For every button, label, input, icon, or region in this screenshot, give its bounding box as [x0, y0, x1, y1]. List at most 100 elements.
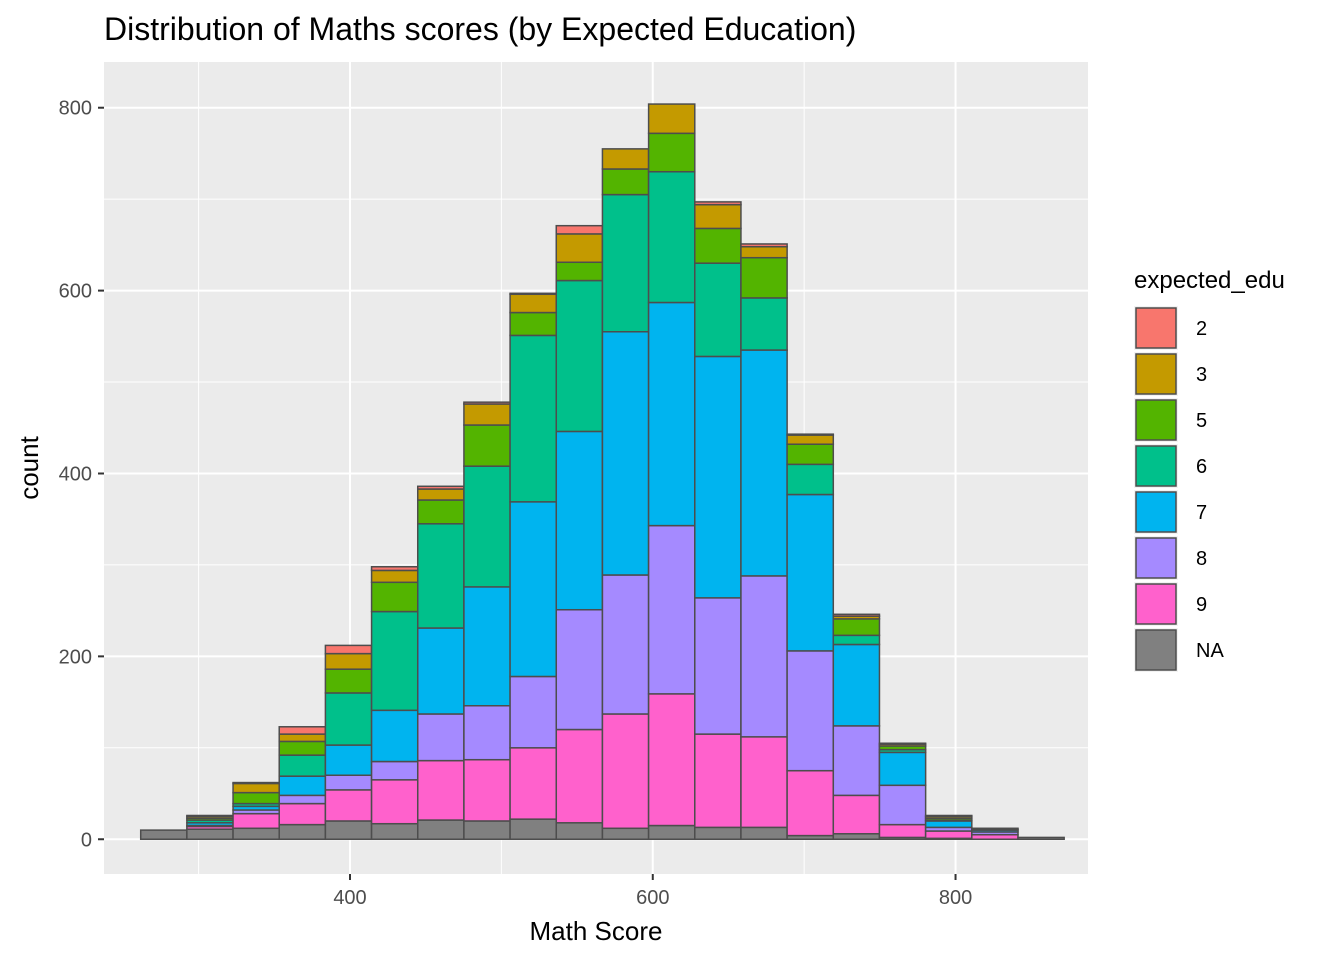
bar-segment-8 [878, 784, 927, 826]
bar-segment-5 [832, 618, 881, 637]
bar-segment-6 [370, 610, 419, 712]
legend-item-3: 3 [1134, 352, 1207, 396]
bar-segment-3 [416, 488, 465, 501]
bar-segment-9 [416, 759, 465, 821]
bar-segment-9 [647, 693, 696, 827]
bar-segment-6 [647, 170, 696, 304]
bar-segment-9 [232, 812, 280, 830]
legend-item-na: NA [1134, 628, 1224, 672]
bar-segment-2 [278, 726, 327, 735]
x-tick-label: 600 [636, 887, 669, 909]
legend-item-7: 7 [1134, 490, 1207, 534]
bar-segment-na [647, 824, 696, 841]
bar-segment-9 [878, 823, 927, 839]
bar-segment-2 [555, 224, 604, 235]
bar-segment-6 [786, 463, 835, 496]
legend-swatch [1135, 399, 1177, 441]
bar-segment-na [740, 826, 788, 841]
bar-segment-9 [694, 733, 742, 829]
legend-swatch [1135, 307, 1177, 349]
bar-segment-2 [463, 401, 511, 405]
bar-segment-2 [740, 243, 788, 248]
bar-segment-9 [278, 802, 327, 826]
bar-segment-8 [740, 575, 788, 738]
bar-segment-9 [924, 830, 973, 840]
bar-segment-8 [555, 608, 604, 731]
bar-segment-na [278, 823, 327, 841]
bar-segment-3 [278, 733, 327, 743]
bar-segment-7 [463, 586, 511, 707]
bar-segment-2 [878, 742, 927, 745]
bar-segment-7 [370, 709, 419, 763]
y-tick-label: 800 [59, 98, 92, 120]
legend-item-9: 9 [1134, 582, 1207, 626]
y-tick-label: 0 [81, 829, 92, 851]
bar-segment-8 [694, 597, 742, 735]
bar-segment-6 [416, 523, 465, 629]
bar-segment-6 [832, 634, 881, 646]
bar-segment-5 [601, 168, 650, 196]
legend-label: 2 [1196, 318, 1207, 340]
bar-segment-2 [786, 433, 835, 436]
bar-segment-6 [740, 297, 788, 351]
legend-swatch [1135, 537, 1177, 579]
bar-segment-na [416, 819, 465, 841]
bar-segment-3 [232, 782, 280, 794]
bar-segment-7 [694, 355, 742, 599]
bar-segment-2 [416, 485, 465, 490]
legend-label: 5 [1196, 410, 1207, 432]
legend: expected_edu 2 3 5 6 7 8 9 NA [1134, 267, 1285, 672]
bar-segment-9 [463, 758, 511, 822]
bar-segment-na [186, 828, 234, 841]
bar-segment-5 [786, 443, 835, 466]
legend-item-6: 6 [1134, 444, 1207, 488]
bar-segment-6 [324, 692, 373, 746]
bar-segment-5 [324, 668, 373, 694]
axes: 400 600 800 0 200 400 600 800 [59, 98, 973, 909]
bar-segment-5 [740, 256, 788, 299]
bar-segment-na [1017, 836, 1065, 841]
bar-segment-7 [324, 744, 373, 776]
bar-segment-7 [647, 301, 696, 527]
bar-segment-8 [786, 650, 835, 772]
bar-segment-8 [509, 675, 558, 749]
bar-segment-6 [694, 262, 742, 358]
bar-segment-9 [509, 747, 558, 820]
bar-segment-na [832, 833, 881, 841]
histogram-bars [139, 103, 1065, 841]
y-tick-label: 400 [59, 463, 92, 485]
bar-segment-na [139, 829, 188, 841]
bar-segment-na [463, 820, 511, 841]
bar-segment-5 [647, 132, 696, 173]
legend-swatch [1135, 491, 1177, 533]
legend-label: 8 [1196, 548, 1207, 570]
bar-segment-8 [324, 774, 373, 791]
bar-segment-5 [416, 499, 465, 525]
bar-segment-8 [832, 725, 881, 797]
legend-swatch [1135, 353, 1177, 395]
bar-segment-5 [694, 227, 742, 264]
bar-segment-2 [232, 781, 280, 785]
legend-label: 3 [1196, 364, 1207, 386]
legend-item-5: 5 [1134, 398, 1207, 442]
bar-segment-8 [278, 794, 327, 805]
bar-segment-9 [786, 769, 835, 837]
bar-segment-3 [647, 103, 696, 135]
bar-segment-7 [924, 820, 973, 829]
bar-segment-9 [324, 789, 373, 822]
bar-segment-3 [786, 434, 835, 445]
bar-segment-3 [370, 569, 419, 584]
bar-segment-5 [278, 740, 327, 756]
bar-segment-9 [370, 779, 419, 825]
bar-segment-9 [601, 713, 650, 830]
bar-segment-na [601, 827, 650, 841]
legend-swatch [1135, 629, 1177, 671]
bar-segment-7 [509, 501, 558, 678]
bar-segment-5 [509, 311, 558, 337]
bar-segment-7 [878, 751, 927, 787]
bar-segment-2 [324, 644, 373, 655]
legend-label: 7 [1196, 502, 1207, 524]
bar-segment-6 [509, 334, 558, 503]
bar-segment-2 [924, 814, 973, 818]
